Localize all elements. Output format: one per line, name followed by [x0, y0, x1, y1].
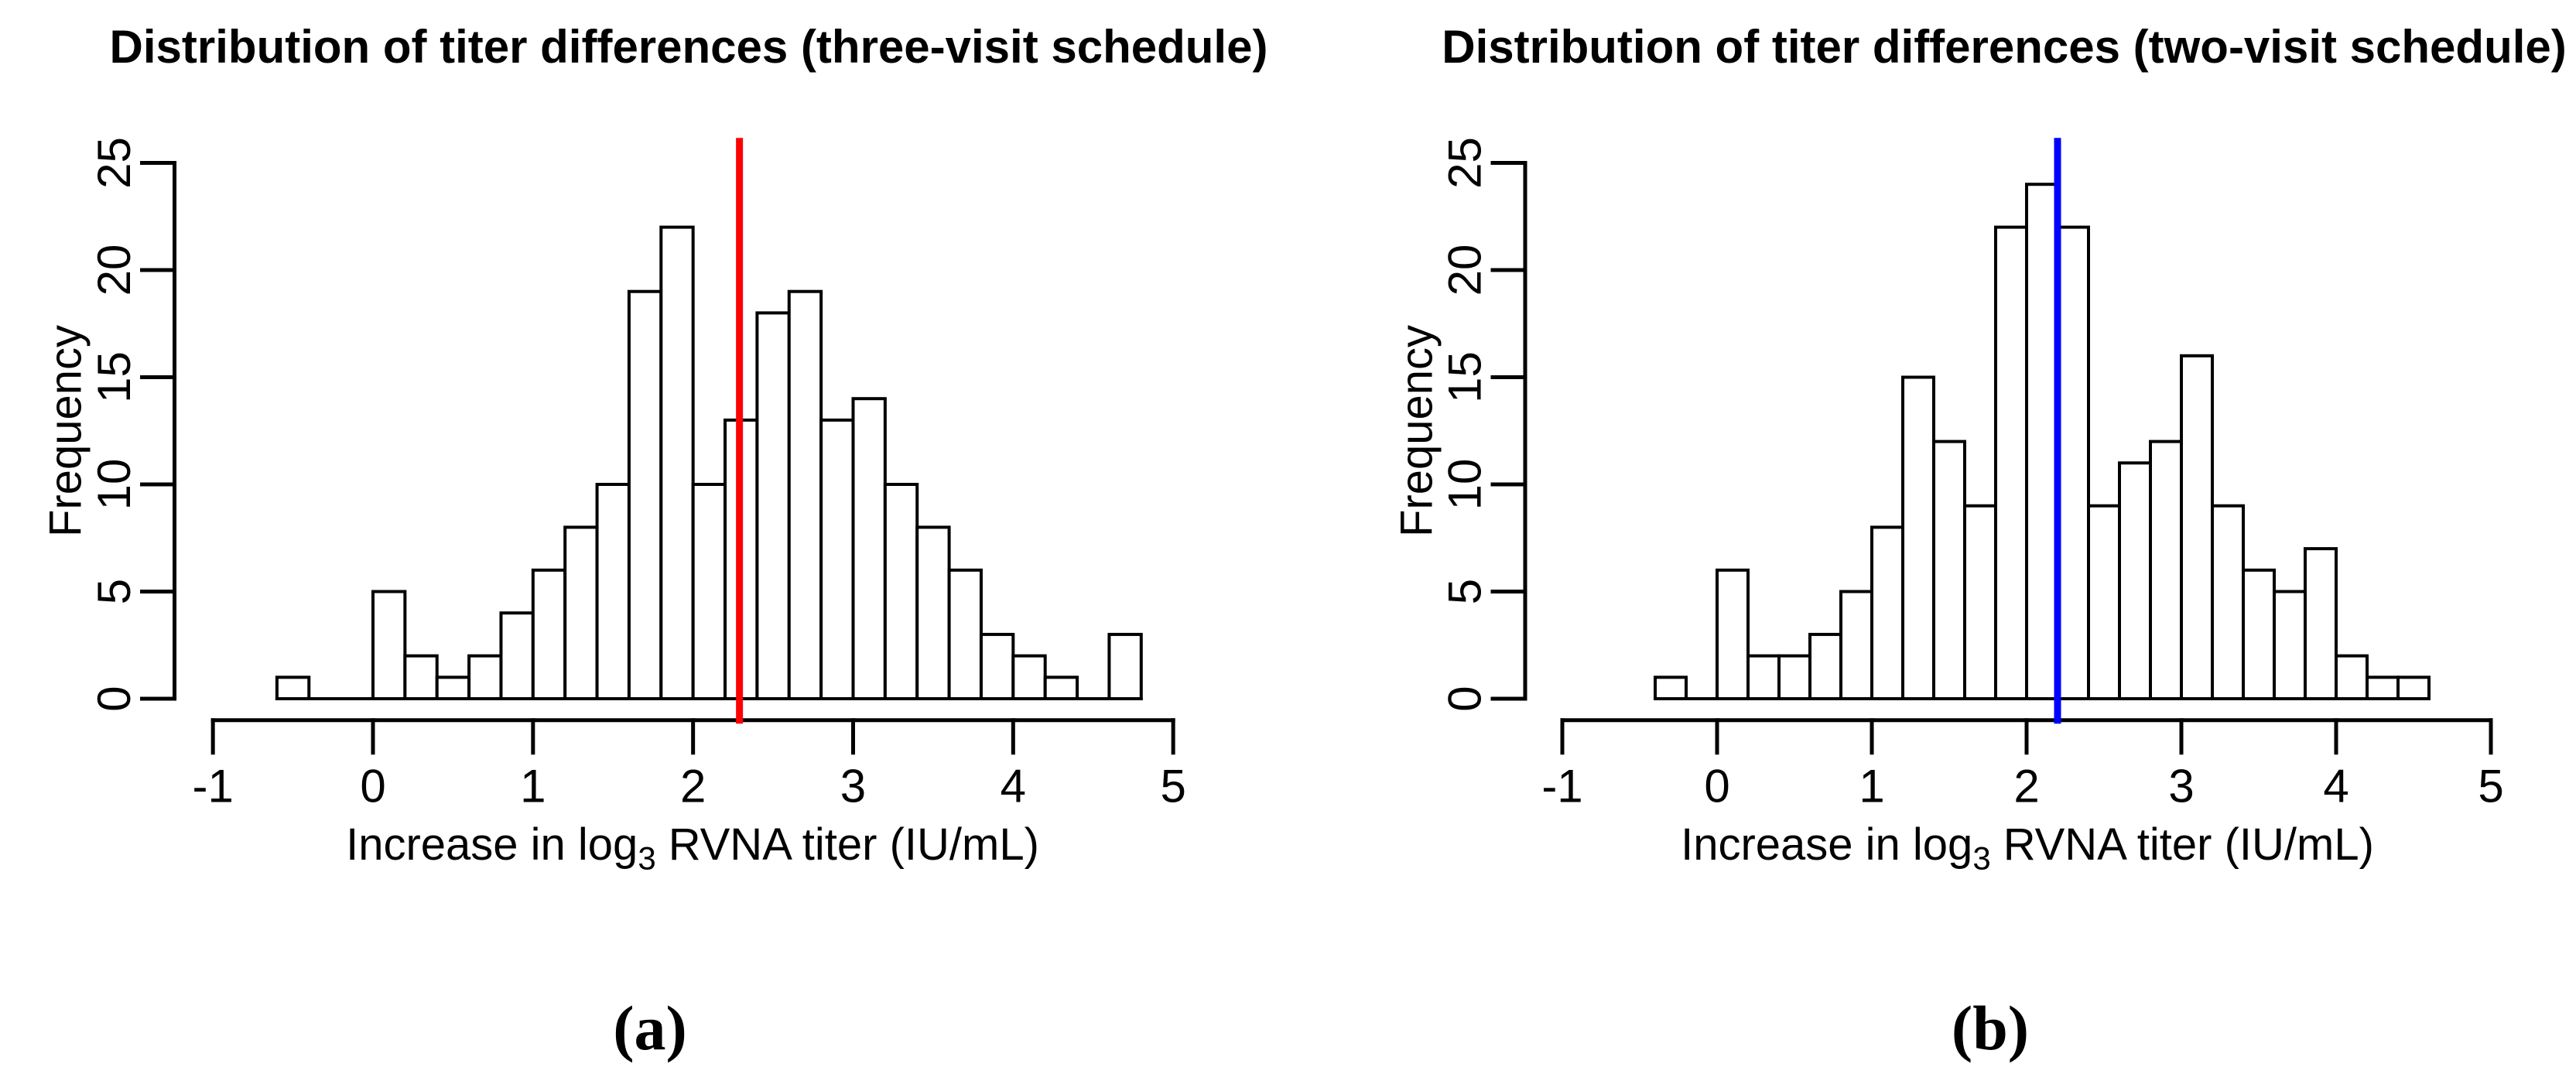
histogram-bar: [947, 568, 983, 700]
x-tick-label: 1: [520, 761, 546, 812]
histogram-bar: [1870, 525, 1904, 701]
histogram-bar: [275, 676, 311, 700]
histogram-two-visit: 0 5 10 15 20 25 -1 0 1 2 3 4 5: [1439, 137, 2504, 812]
histogram-bar: [787, 289, 823, 700]
histogram-bar: [2180, 354, 2214, 700]
histogram-bar: [979, 632, 1015, 701]
y-tick-label: 10: [1439, 459, 1491, 511]
x-axis-label-b-pre: Increase in log: [1681, 819, 1973, 870]
y-tick-label: 15: [1439, 351, 1491, 403]
histogram-bar: [915, 525, 951, 701]
x-tick-label: -1: [1541, 761, 1582, 812]
y-tick-label: 20: [1439, 245, 1491, 296]
caption-b: (b): [1951, 993, 2030, 1063]
y-tick-label: 20: [88, 245, 140, 296]
panel-b: Distribution of titer differences (two-v…: [1288, 0, 2576, 1074]
histogram-bar: [2149, 440, 2183, 700]
histogram-bar: [531, 568, 567, 700]
x-axis-label-b-subscript: 3: [1972, 840, 1991, 877]
x-tick-label: -1: [192, 761, 233, 812]
x-tick-label: 4: [1001, 761, 1026, 812]
histogram-bar: [435, 676, 471, 700]
y-tick-label: 5: [1439, 579, 1491, 604]
histogram-bar: [1808, 632, 1842, 701]
x-axis-label-a-subscript: 3: [638, 840, 656, 877]
x-axis-label-a-pre: Increase in log: [346, 819, 638, 870]
y-axis-label-a: Frequency: [40, 324, 91, 538]
histogram-bar: [467, 654, 503, 700]
histogram-bar: [2366, 676, 2400, 700]
y-tick-label: 25: [88, 137, 140, 189]
plot-title-two-visit: Distribution of titer differences (two-v…: [1442, 21, 2567, 73]
x-axis-label-b-post: RVNA titer (IU/mL): [1990, 819, 2374, 870]
x-axis-label-a-post: RVNA titer (IU/mL): [655, 819, 1039, 870]
histogram-bar: [659, 225, 695, 701]
y-tick-label: 25: [1439, 137, 1491, 189]
histogram-bar: [1746, 654, 1781, 700]
histogram-bar: [2211, 504, 2245, 701]
histogram-bar: [371, 590, 407, 700]
histogram-bar: [1994, 225, 2028, 701]
x-tick-label: 4: [2323, 761, 2349, 812]
histogram-bar: [2396, 676, 2431, 700]
histogram-bar: [2025, 183, 2059, 700]
histogram-bar: [1043, 676, 1079, 700]
histogram-bar: [563, 525, 599, 701]
y-tick-label: 10: [88, 459, 140, 511]
histogram-bar: [1932, 440, 1966, 700]
histogram-bar: [2087, 504, 2121, 701]
y-axis-label-b: Frequency: [1391, 324, 1442, 538]
histogram-bar: [1716, 568, 1750, 700]
plot-title-three-visit: Distribution of titer differences (three…: [109, 21, 1268, 73]
histogram-bar: [1777, 654, 1811, 700]
histogram-bar: [819, 418, 855, 701]
histogram-bar: [2335, 654, 2369, 700]
x-tick-label: 2: [680, 761, 706, 812]
x-tick-label: 2: [2013, 761, 2039, 812]
histogram-bar: [883, 483, 919, 700]
histogram-bar: [595, 483, 631, 700]
y-tick-label: 15: [88, 351, 140, 403]
x-tick-label: 5: [2478, 761, 2503, 812]
histogram-bar: [1654, 676, 1688, 700]
histogram-bar: [755, 311, 791, 700]
histogram-bar: [2242, 568, 2276, 700]
histogram-bar: [403, 654, 439, 700]
histogram-bar: [627, 289, 663, 700]
histogram-bar: [499, 611, 535, 701]
y-tick-label: 0: [88, 686, 140, 711]
histogram-bar: [1963, 504, 1997, 701]
histogram-bar: [691, 483, 727, 700]
y-tick-label: 0: [1439, 686, 1491, 711]
x-tick-label: 0: [1704, 761, 1729, 812]
x-tick-label: 0: [360, 761, 385, 812]
x-tick-label: 5: [1160, 761, 1185, 812]
histogram-bar: [851, 397, 887, 700]
histogram-bar: [2118, 461, 2152, 700]
histogram-bar: [1011, 654, 1047, 700]
panel-a: Distribution of titer differences (three…: [40, 21, 1268, 1063]
x-tick-label: 3: [840, 761, 866, 812]
x-tick-label: 3: [2168, 761, 2194, 812]
histogram-bar: [2273, 590, 2307, 700]
histogram-bar: [2056, 225, 2090, 701]
histogram-bar: [2304, 547, 2338, 700]
x-axis-label-b: Increase in log3 RVNA titer (IU/mL): [1681, 819, 2374, 874]
histogram-bar: [1107, 632, 1143, 701]
x-axis-label-a: Increase in log3 RVNA titer (IU/mL): [346, 819, 1039, 874]
histogram-three-visit: 0 5 10 15 20 25 -1 0 1 2 3 4 5: [88, 137, 1186, 812]
histogram-bar: [1901, 375, 1935, 700]
y-tick-label: 5: [88, 579, 140, 604]
caption-a: (a): [613, 993, 687, 1063]
histogram-bar: [1839, 590, 1873, 700]
x-tick-label: 1: [1859, 761, 1884, 812]
